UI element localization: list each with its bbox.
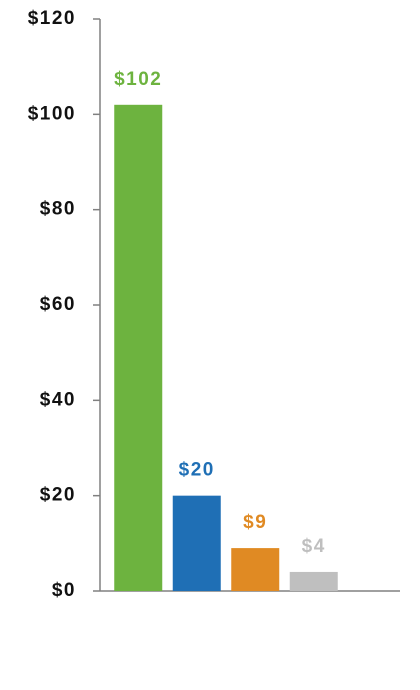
value-label: $9 (243, 512, 267, 533)
bar (114, 104, 163, 592)
y-tick-label: $20 (40, 485, 76, 506)
y-tick-label: $80 (40, 199, 76, 220)
y-tick-label: $0 (52, 580, 76, 601)
value-label: $4 (302, 536, 326, 557)
bar (289, 571, 338, 591)
y-tick-label: $100 (28, 103, 76, 124)
value-label: $20 (179, 460, 215, 481)
y-tick-label: $40 (40, 389, 76, 410)
y-tick-label: $60 (40, 294, 76, 315)
bar (231, 548, 280, 591)
bar (172, 495, 221, 591)
value-label: $102 (114, 69, 162, 90)
y-tick-label: $120 (28, 8, 76, 29)
